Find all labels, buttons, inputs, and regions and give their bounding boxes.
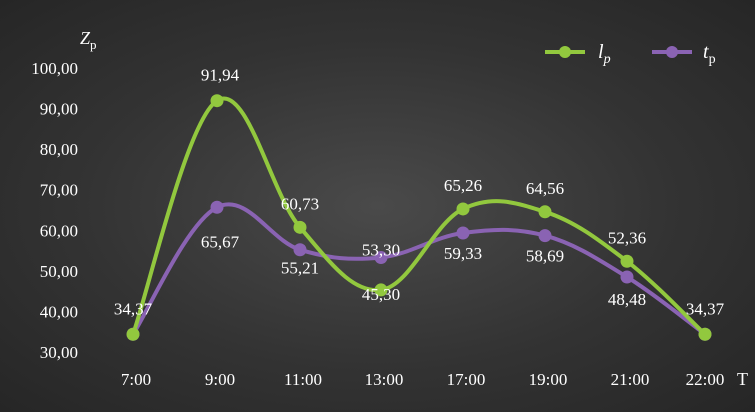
- data-point-tp: [374, 250, 388, 264]
- y-tick-label: 50,00: [40, 262, 78, 281]
- y-tick-label: 60,00: [40, 221, 78, 240]
- y-axis-title: Zp: [80, 28, 97, 52]
- data-point-tp: [620, 270, 634, 284]
- data-label-lp: 34,37: [114, 299, 153, 318]
- data-label-tp: 53,30: [362, 240, 400, 259]
- legend-label-lp: lp: [598, 41, 611, 67]
- series-points: [126, 94, 712, 341]
- y-tick-label: 80,00: [40, 140, 78, 159]
- data-point-tp: [538, 229, 552, 243]
- legend-item-lp: lp: [545, 41, 611, 67]
- data-point-lp: [456, 202, 470, 216]
- y-tick-label: 70,00: [40, 181, 78, 200]
- data-point-lp: [538, 205, 552, 219]
- y-tick-label: 30,00: [40, 343, 78, 362]
- data-point-lp: [293, 220, 307, 234]
- data-label-tp: 48,48: [608, 290, 646, 309]
- y-axis-ticks: 30,00 40,00 50,00 60,00 70,00 80,00 90,00 100,0…: [31, 59, 78, 362]
- x-tick-label: 19:00: [529, 370, 568, 389]
- legend: lp tp: [545, 41, 716, 67]
- data-label-lp: 60,73: [281, 194, 319, 213]
- data-point-lp: [374, 283, 388, 297]
- y-tick-label: 40,00: [40, 302, 78, 321]
- y-tick-label: 100,00: [31, 59, 78, 78]
- data-point-lp: [620, 254, 634, 268]
- y-tick-label: 90,00: [40, 100, 78, 119]
- data-labels: 34,37 91,94 60,73 45,30 65,26 64,56 52,36 34,37…: [114, 66, 725, 319]
- data-point-tp: [293, 243, 307, 257]
- data-label-lp: 91,94: [201, 66, 240, 85]
- data-point-lp: [210, 94, 224, 108]
- x-axis-title: T: [737, 369, 748, 389]
- data-label-lp: 65,26: [444, 176, 482, 195]
- data-point-tp: [456, 226, 470, 240]
- legend-item-tp: tp: [652, 41, 716, 67]
- legend-marker-tp: [666, 46, 678, 58]
- data-label-tp: 59,33: [444, 244, 482, 263]
- x-tick-label: 13:00: [365, 370, 404, 389]
- x-tick-label: 17:00: [447, 370, 486, 389]
- data-point-lp: [698, 327, 712, 341]
- data-label-tp: 55,21: [281, 259, 319, 278]
- data-point-tp: [210, 200, 224, 214]
- data-label-lp: 64,56: [526, 179, 564, 198]
- data-label-tp: 65,67: [201, 232, 240, 251]
- x-tick-label: 21:00: [611, 370, 650, 389]
- data-label-tp: 58,69: [526, 247, 564, 266]
- x-tick-label: 11:00: [284, 370, 322, 389]
- x-tick-label: 22:00: [686, 370, 725, 389]
- data-label-lp: 52,36: [608, 228, 646, 247]
- legend-label-tp: tp: [703, 41, 716, 67]
- series-line-tp: [131, 202, 707, 337]
- data-point-lp: [126, 327, 140, 341]
- x-axis-ticks: 7:00 9:00 11:00 13:00 17:00 19:00 21:00 22:00: [121, 370, 724, 389]
- y-axis-title-sub: p: [90, 37, 97, 52]
- data-label-lp: 34,37: [686, 299, 725, 318]
- legend-marker-lp: [559, 46, 571, 58]
- x-tick-label: 7:00: [121, 370, 151, 389]
- y-axis-title-main: Z: [80, 28, 91, 48]
- x-tick-label: 9:00: [205, 370, 235, 389]
- data-label-lp: 45,30: [362, 285, 400, 304]
